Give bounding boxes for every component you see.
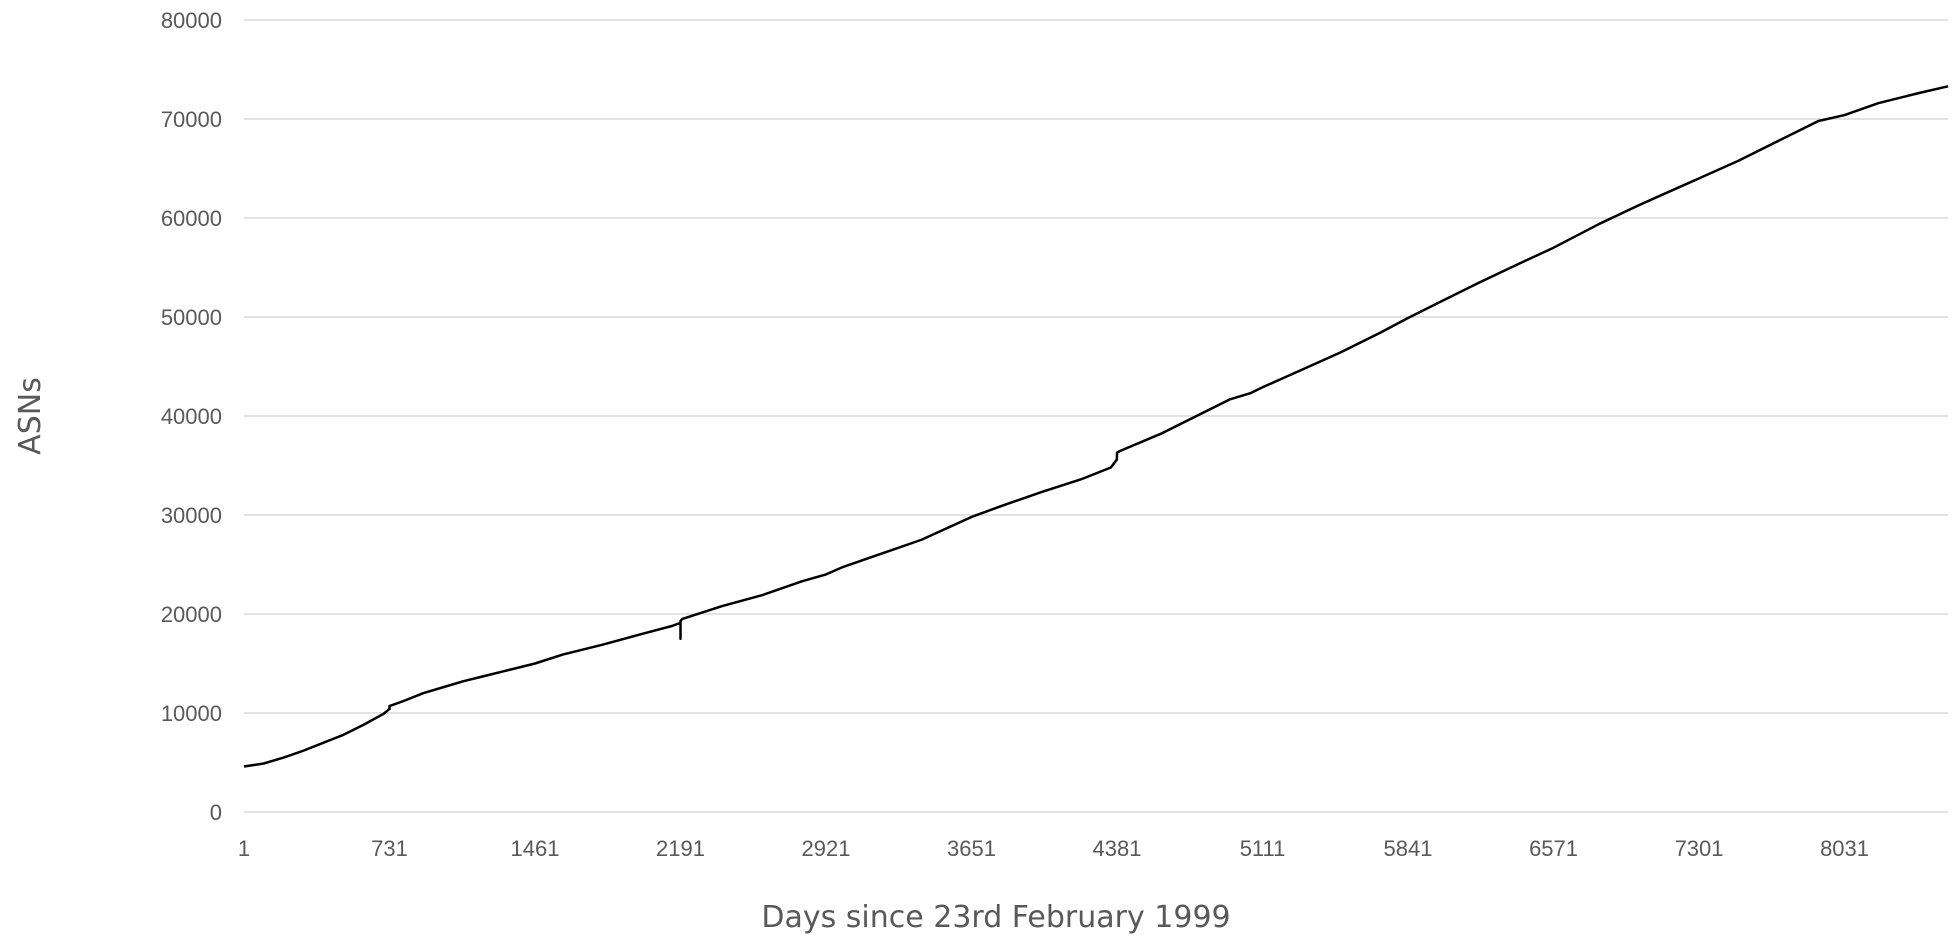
x-tick-label: 8031: [1820, 836, 1869, 861]
x-tick-label: 7301: [1675, 836, 1724, 861]
x-tick-label: 2191: [656, 836, 705, 861]
y-axis-title: ASNs: [13, 377, 48, 455]
y-tick-label: 40000: [161, 404, 222, 429]
y-tick-label: 30000: [161, 503, 222, 528]
x-tick-label: 1461: [511, 836, 560, 861]
x-tick-label: 2921: [802, 836, 851, 861]
x-axis-title: Days since 23rd February 1999: [761, 900, 1230, 935]
x-axis-tick-labels: 1 731 1461 2191 2921 3651 4381 5111 5841 6571 7301…: [238, 836, 1869, 861]
x-tick-label: 731: [371, 836, 408, 861]
x-tick-label: 3651: [947, 836, 996, 861]
y-tick-label: 20000: [161, 602, 222, 627]
y-tick-label: 0: [210, 800, 222, 825]
y-tick-label: 70000: [161, 107, 222, 132]
x-tick-label: 5841: [1384, 836, 1433, 861]
y-axis-tick-labels: 0 10000 20000 30000 40000 50000 60000 70000 8000…: [161, 8, 222, 825]
y-tick-label: 10000: [161, 701, 222, 726]
series-line-asns: [243, 85, 1949, 768]
x-tick-label: 1: [238, 836, 250, 861]
x-tick-label: 5111: [1240, 836, 1286, 861]
y-tick-label: 50000: [161, 305, 222, 330]
gridlines: [244, 19, 1948, 813]
y-tick-label: 60000: [161, 206, 222, 231]
x-tick-label: 6571: [1529, 836, 1578, 861]
y-tick-label: 80000: [161, 8, 222, 33]
x-tick-label: 4381: [1093, 836, 1142, 861]
